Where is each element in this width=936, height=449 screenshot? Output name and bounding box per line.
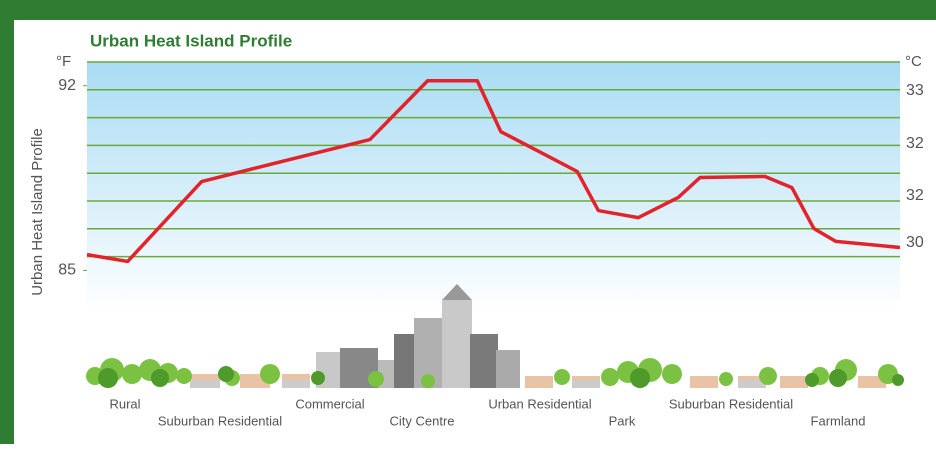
zone-label: City Centre [389, 413, 454, 428]
chart: Urban Heat Island Profile °F °C Urban He… [0, 0, 936, 444]
zone-label: Park [609, 413, 636, 428]
y-axis-label: Urban Heat Island Profile [29, 128, 46, 296]
zone-label: Commercial [295, 396, 364, 411]
zone-label: Farmland [811, 413, 866, 428]
side-bar [0, 40, 14, 444]
chart-title: Urban Heat Island Profile [90, 31, 292, 50]
zone-label: Suburban Residential [669, 396, 793, 411]
y-tick-label: 92 [58, 77, 76, 94]
y2-tick-label: 30 [906, 234, 924, 251]
y2-tick-label: 32 [906, 187, 924, 204]
y2-tick-label: 33 [906, 82, 924, 99]
zone-label: Urban Residential [488, 396, 591, 411]
sky [87, 62, 900, 312]
y2-unit: °C [905, 53, 922, 70]
y-tick-label: 85 [58, 262, 76, 279]
y2-tick-label: 32 [906, 135, 924, 152]
zone-label: Rural [109, 396, 140, 411]
zone-label: Suburban Residential [158, 413, 282, 428]
y-unit: °F [56, 53, 71, 70]
